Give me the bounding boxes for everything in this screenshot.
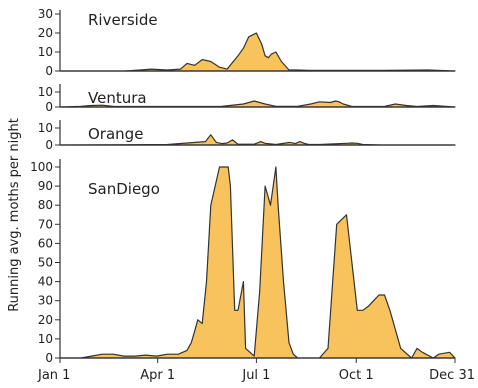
y-tick-label: 80 [38,198,53,212]
panel-title-ventura: Ventura [88,89,147,107]
y-tick-label: 30 [38,294,53,308]
y-tick-label: 50 [38,256,53,270]
y-tick-label: 0 [45,100,53,114]
y-tick-label: 90 [38,179,53,193]
x-tick-label: Dec 31 [429,368,475,383]
x-tick-label: Apr 1 [140,368,175,383]
x-axis: Jan 1 Apr 1 Jul 1 Oct 1 Dec 31 [37,358,475,383]
y-axis-label: Running avg. moths per night [7,118,22,312]
y-tick-label: 0 [45,64,53,78]
area-orange [59,134,456,146]
area-riverside [59,32,456,72]
y-tick-label: 20 [38,26,53,40]
x-tick-label: Jan 1 [37,368,70,383]
panel-title-sandiego: SanDiego [88,180,160,198]
y-tick-label: 10 [38,85,53,99]
y-tick-label: 60 [38,236,53,250]
y-tick-label: 10 [38,45,53,59]
y-tick-label: 100 [30,160,53,174]
area-ventura [59,100,456,108]
panel-title-riverside: Riverside [88,11,158,29]
x-tick-label: Oct 1 [339,368,374,383]
y-tick-label: 40 [38,275,53,289]
panel-title-orange: Orange [88,125,143,143]
y-tick-label: 0 [45,351,53,365]
y-tick-label: 10 [38,332,53,346]
y-tick-label: 20 [38,313,53,327]
area-sandiego [59,166,456,359]
panel-riverside: 0 10 20 30 Riverside [38,7,456,78]
panel-ventura: 010 Ventura [38,84,456,114]
panel-sandiego: 0 10 20 30 40 50 60 70 80 90 100 SanDiego [30,159,456,365]
y-tick-label: 0 [45,138,53,152]
y-tick-label: 30 [38,7,53,21]
y-tick-label: 10 [38,121,53,135]
y-tick-label: 70 [38,217,53,231]
x-tick-label: Jul 1 [241,368,270,383]
panel-orange: 0 10 Orange [38,120,456,152]
